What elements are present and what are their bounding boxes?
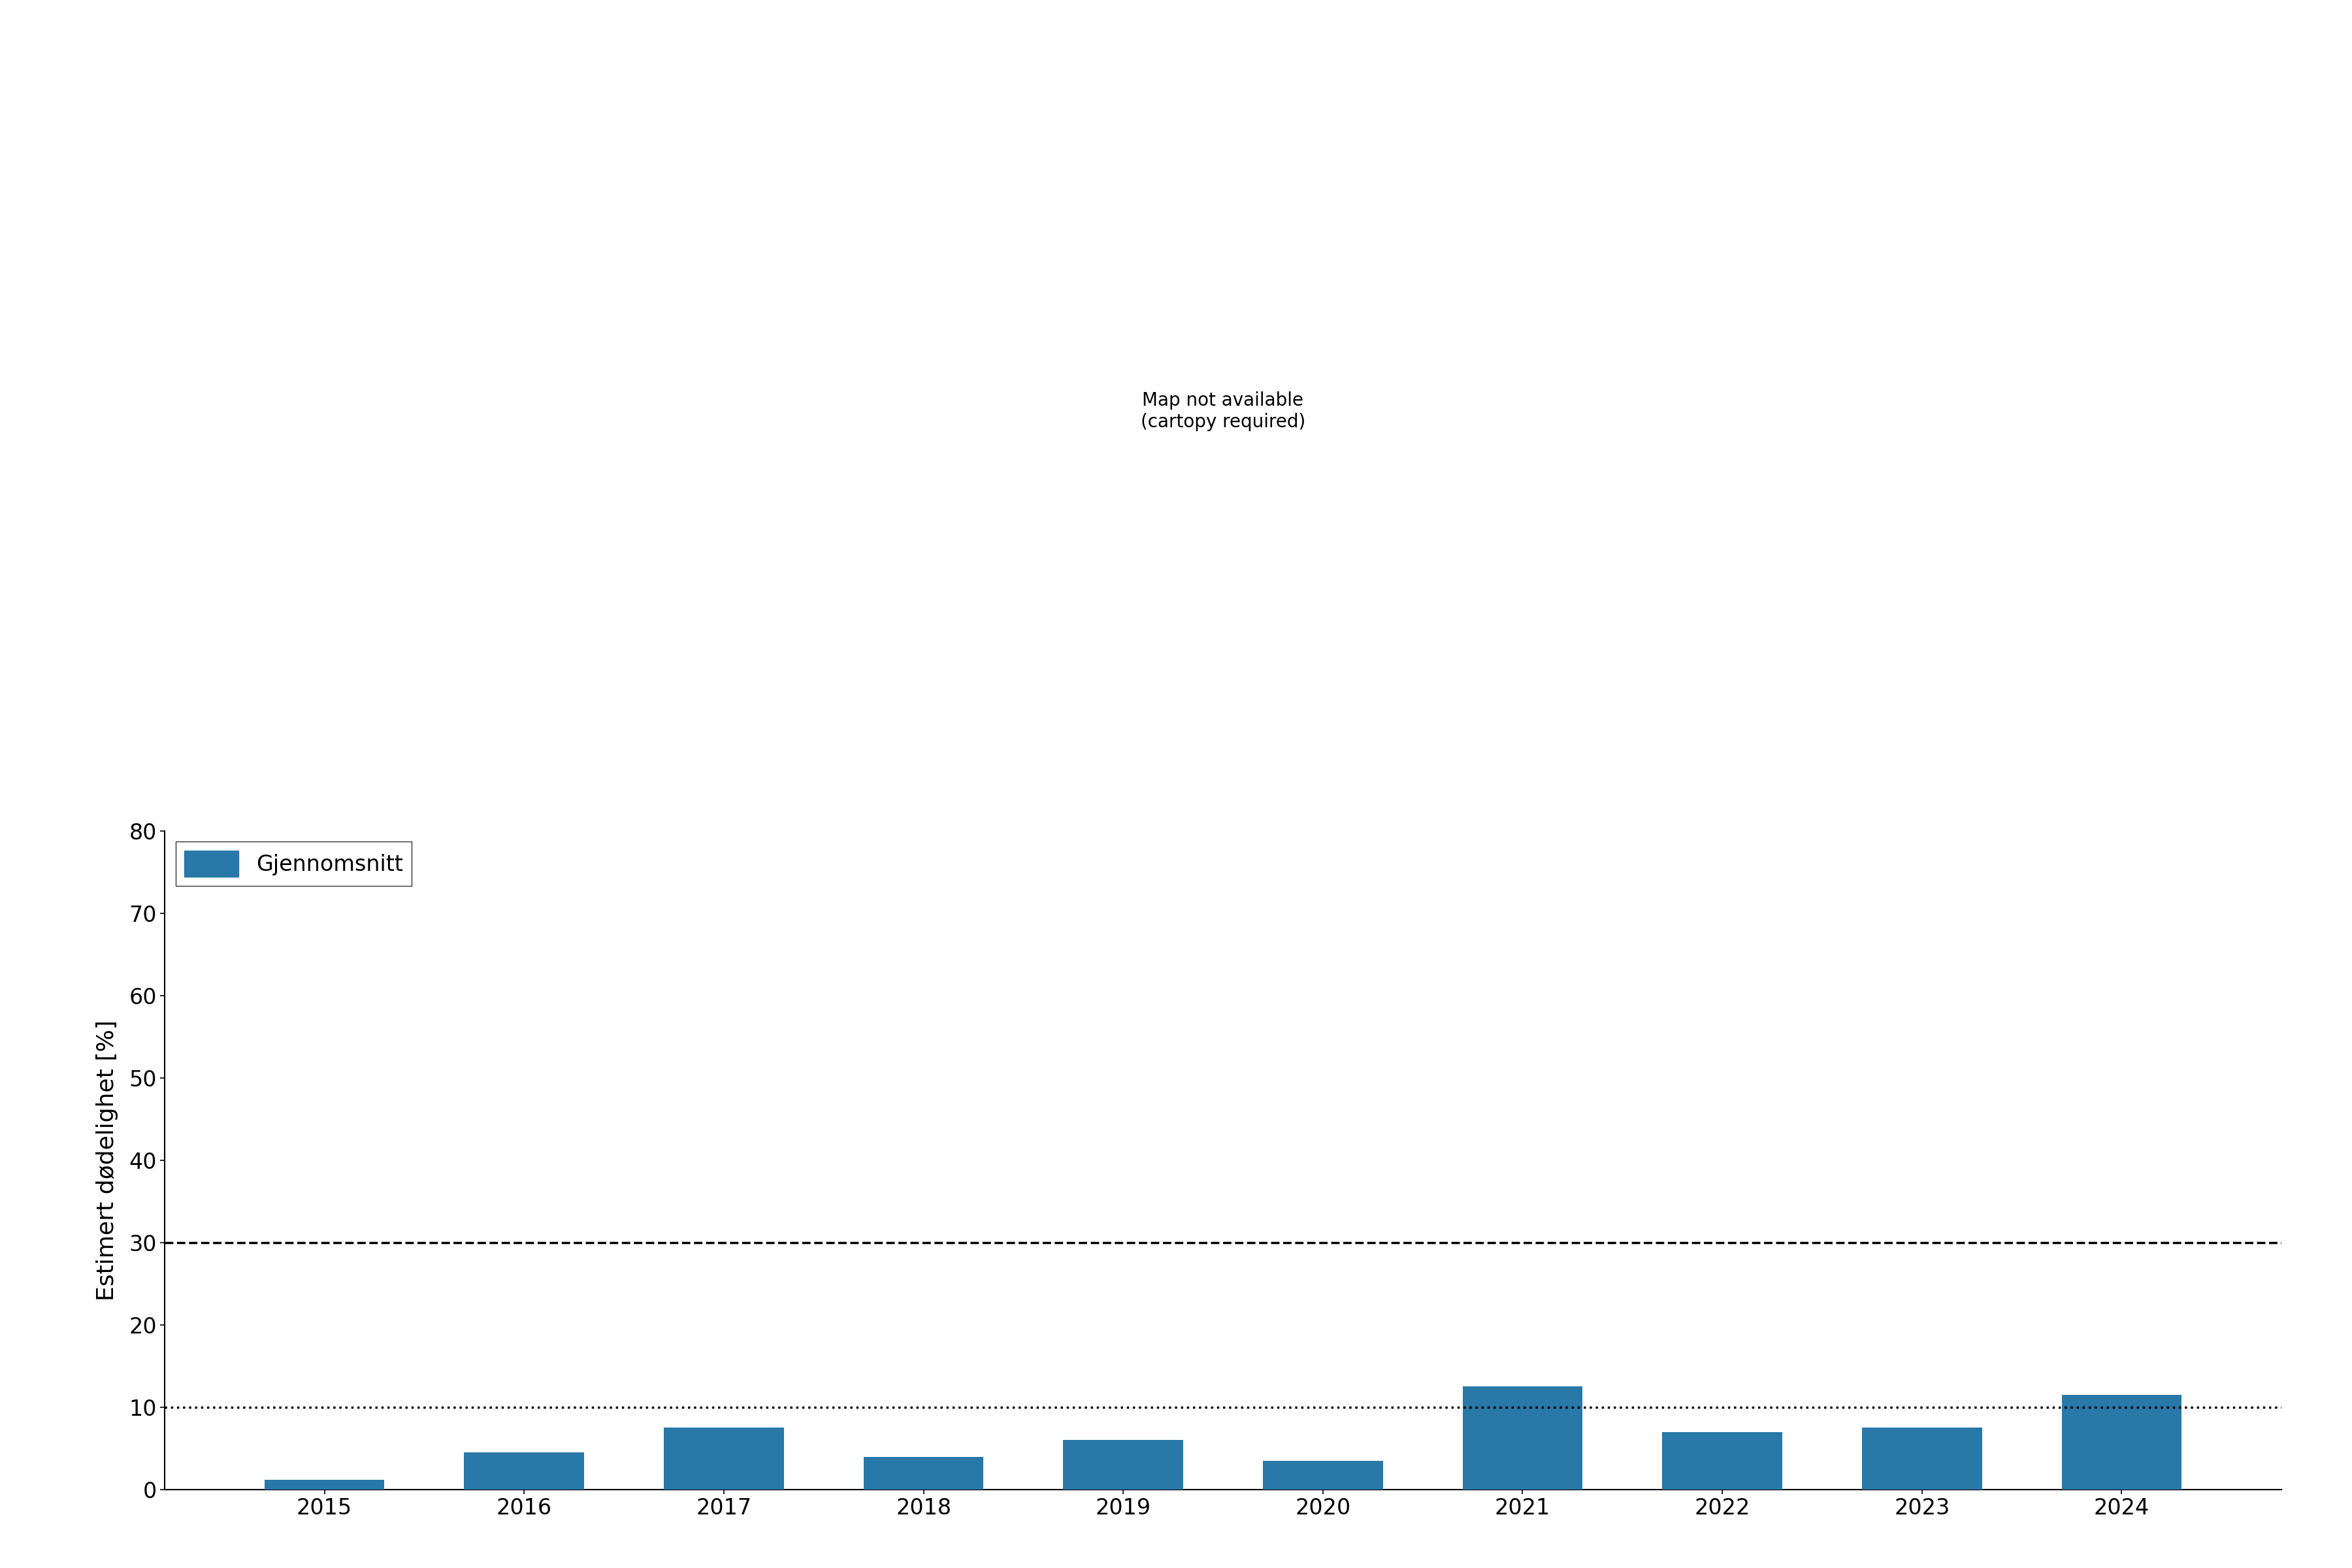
Bar [1463,1386,1583,1490]
Bar [463,1452,583,1490]
Bar [2063,1396,2183,1490]
Bar [263,1480,383,1490]
Y-axis label: Estimert dødelighet [%]: Estimert dødelighet [%] [96,1019,118,1300]
Bar [1063,1439,1183,1490]
Text: Map not available
(cartopy required): Map not available (cartopy required) [1141,392,1305,431]
Legend: Gjennomsnitt: Gjennomsnitt [176,842,412,886]
Bar [863,1457,983,1490]
Bar [1663,1432,1783,1490]
Bar [663,1428,783,1490]
Bar [1863,1428,1983,1490]
Bar [1263,1461,1383,1490]
